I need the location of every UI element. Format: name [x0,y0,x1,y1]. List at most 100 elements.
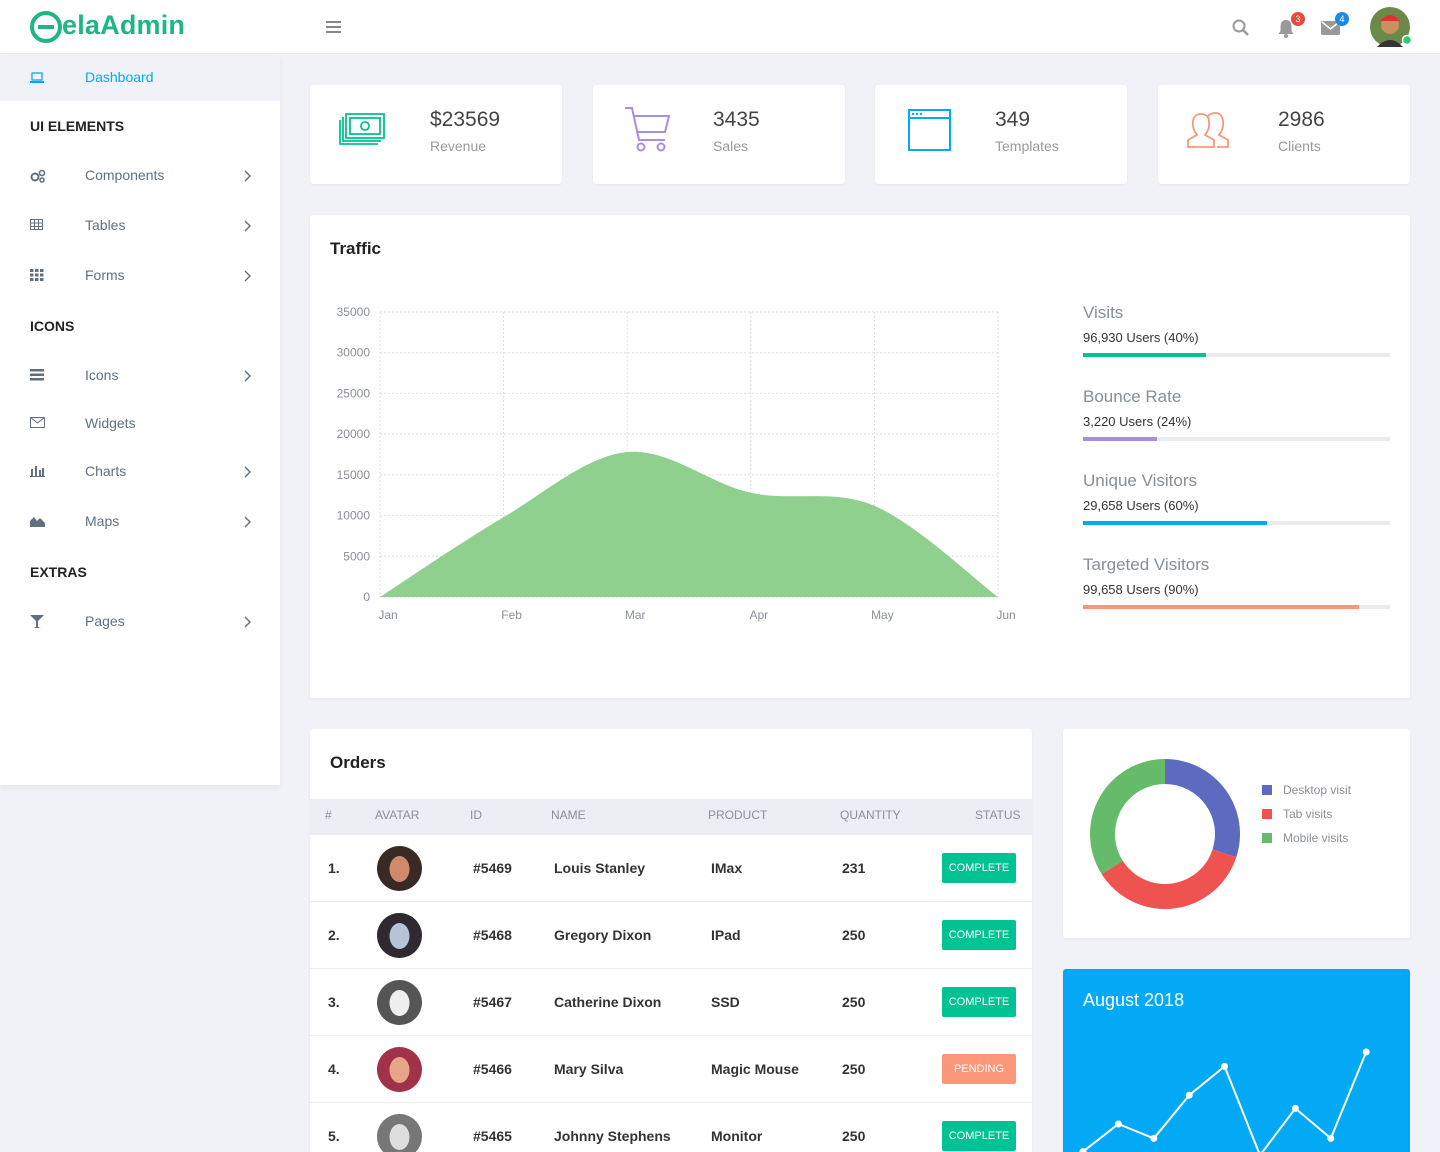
x-tick-label: May [871,608,894,622]
menu-toggle[interactable] [326,21,341,34]
orders-card: Orders [310,729,1032,1152]
point [1079,1148,1087,1152]
nav-icon [30,517,45,527]
nav-item[interactable]: Forms [0,253,280,299]
point [1114,1120,1122,1128]
point [1362,1048,1370,1056]
y-tick-label: 15000 [337,468,371,482]
section-title: ICONS [30,318,75,334]
notifications-icon[interactable] [1277,19,1295,38]
point [1221,1062,1229,1070]
chevron [244,516,251,528]
progress-bar [1083,437,1157,441]
nav-label: Dashboard [85,69,154,85]
top-bar: elaAdmin 3 4 [0,0,1440,54]
x-tick-label: Apr [749,608,768,622]
stat-detail: 3,220 Users (24%) [1083,414,1192,429]
nav-item[interactable]: Widgets [0,401,280,447]
notification-badge: 3 [1291,12,1305,26]
nav-label: Charts [85,463,127,479]
donut-segment [1101,849,1237,909]
nav-icon [30,417,45,428]
card-title: Orders [330,753,386,772]
donut-chart: Desktop visit Tab visits Mobile visits [1090,759,1352,909]
chevron [244,616,251,628]
y-tick-label: 10000 [337,509,371,523]
stat-label: Revenue [430,138,487,154]
chevron [244,170,251,182]
y-tick-label: 35000 [337,305,371,319]
nav-item[interactable]: Tables [0,203,280,249]
legend-swatch [1262,809,1272,819]
stat-value: 349 [995,108,1031,131]
area [380,451,998,597]
messages-icon[interactable] [1321,21,1340,35]
stat-title: Unique Visitors [1083,471,1198,490]
stat-title: Targeted Visitors [1083,555,1210,574]
nav-label: Pages [85,613,125,629]
sidebar: Dashboard UI ELEMENTS Components Tables … [0,55,280,785]
legend-label: Mobile visits [1283,831,1348,845]
progress-track [1083,353,1390,357]
table-header [310,799,1032,834]
nav-icon [30,369,44,381]
nav-item[interactable]: Components [0,153,280,199]
nav-label: Widgets [85,415,136,431]
stat-label: Templates [995,138,1059,154]
stat-icon [908,109,951,151]
nav-label: Forms [85,267,125,283]
progress-track [1083,437,1390,441]
nav-icon [30,615,44,628]
nav-item[interactable]: Charts [0,449,280,495]
stat-card: $23569 Revenue [310,85,562,184]
chevron [244,466,251,478]
line-chart [1079,1048,1370,1152]
point [1185,1091,1193,1099]
traffic-card: Traffic 0 5000 10000 15000 20000 25000 30000 35… [310,215,1410,698]
nav-item[interactable]: Pages [0,599,280,645]
donut-segment [1165,759,1240,858]
search-icon[interactable] [1232,19,1249,36]
stat-title: Visits [1083,303,1124,322]
traffic-stats: Visits 96,930 Users (40%) Bounce Rate 3,220… [1083,215,1390,698]
brand[interactable]: elaAdmin [62,10,186,40]
stat-title: Bounce Rate [1083,387,1182,406]
x-tick-label: Mar [625,608,646,622]
nav-icon [30,269,44,281]
progress-bar [1083,521,1268,525]
stat-detail: 96,930 Users (40%) [1083,330,1199,345]
section-title: UI ELEMENTS [30,118,125,134]
nav-item[interactable]: Dashboard [0,55,280,101]
point [1150,1134,1158,1142]
donut-card: Desktop visit Tab visits Mobile visits [1063,729,1410,938]
y-tick-label: 30000 [337,346,371,360]
x-tick-label: Feb [501,608,522,622]
messages-badge: 4 [1335,12,1349,26]
chevron [244,370,251,382]
nav-icon [30,466,45,477]
stat-value: 3435 [713,108,760,131]
donut-segment [1090,759,1165,875]
legend-swatch [1262,833,1272,843]
chevron [244,220,251,232]
section-title: EXTRAS [30,564,87,580]
nav-item[interactable]: Icons [0,353,280,399]
nav-icon [30,219,43,230]
nav-item[interactable]: Maps [0,499,280,545]
stat-icon [1187,112,1229,148]
progress-bar [1083,605,1360,609]
stat-card: 3435 Sales [593,85,845,184]
stat-value: $23569 [430,108,501,131]
legend-label: Desktop visit [1283,783,1352,797]
y-tick-label: 25000 [337,386,371,400]
nav-label: Icons [85,367,119,383]
y-tick-label: 20000 [337,427,371,441]
chevron [244,270,251,282]
user-avatar[interactable] [1369,7,1413,49]
progress-bar [1083,353,1206,357]
stat-value: 2986 [1278,108,1325,131]
stat-detail: 99,658 Users (90%) [1083,582,1199,597]
card-title: August 2018 [1083,990,1185,1010]
